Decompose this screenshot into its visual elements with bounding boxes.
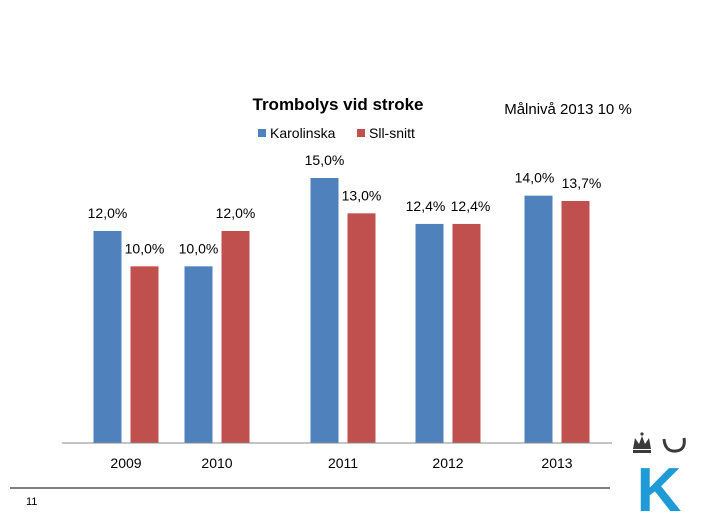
page-number: 11 — [26, 496, 37, 508]
crown-icon — [633, 432, 651, 453]
legend-swatch-karolinska — [258, 129, 266, 137]
legend-swatch-sll-snitt — [357, 129, 365, 137]
logo-letter: K — [637, 456, 682, 525]
bar-sll-snitt-2009 — [130, 266, 159, 443]
bar-karolinska-2011 — [310, 178, 339, 443]
bar-sll-snitt-2012 — [452, 223, 481, 443]
data-label-sll-snitt-2013: 13,7% — [562, 175, 602, 191]
bar-sll-snitt-2010 — [221, 231, 250, 443]
chart-title: Trombolys vid stroke — [253, 95, 424, 114]
bar-karolinska-2010 — [184, 266, 213, 443]
bar-sll-snitt-2013 — [561, 200, 590, 443]
legend: Karolinska Sll-snitt — [258, 125, 415, 141]
data-label-karolinska-2010: 10,0% — [179, 240, 219, 256]
legend-label-karolinska: Karolinska — [270, 125, 336, 141]
x-tick-2009: 2009 — [110, 455, 141, 471]
data-label-karolinska-2009: 12,0% — [88, 205, 128, 221]
x-tick-labels: 2009 2010 2011 2012 2013 — [110, 455, 572, 471]
data-label-karolinska-2013: 14,0% — [515, 170, 555, 186]
data-label-sll-snitt-2010: 12,0% — [216, 205, 256, 221]
data-label-sll-snitt-2011: 13,0% — [342, 187, 382, 203]
data-label-karolinska-2012: 12,4% — [406, 198, 446, 214]
data-labels: 12,0% 10,0% 10,0% 12,0% 15,0% 13,0% 12,4% 12,4%… — [88, 152, 602, 256]
bar-karolinska-2013 — [524, 195, 553, 443]
x-tick-2010: 2010 — [201, 455, 232, 471]
target-annotation: Målnivå 2013 10 % — [504, 101, 632, 118]
data-label-sll-snitt-2012: 12,4% — [451, 198, 491, 214]
logo: K — [633, 432, 686, 525]
data-label-karolinska-2011: 15,0% — [305, 152, 345, 168]
crescent-icon — [662, 437, 686, 453]
bar-karolinska-2009 — [93, 231, 122, 443]
bar-karolinska-2012 — [415, 223, 444, 443]
x-tick-2011: 2011 — [328, 455, 358, 471]
bar-sll-snitt-2011 — [347, 213, 376, 443]
data-label-sll-snitt-2009: 10,0% — [125, 240, 165, 256]
x-tick-2012: 2012 — [432, 455, 463, 471]
legend-label-sll-snitt: Sll-snitt — [369, 125, 415, 141]
bars — [93, 178, 590, 443]
x-tick-2013: 2013 — [541, 455, 572, 471]
